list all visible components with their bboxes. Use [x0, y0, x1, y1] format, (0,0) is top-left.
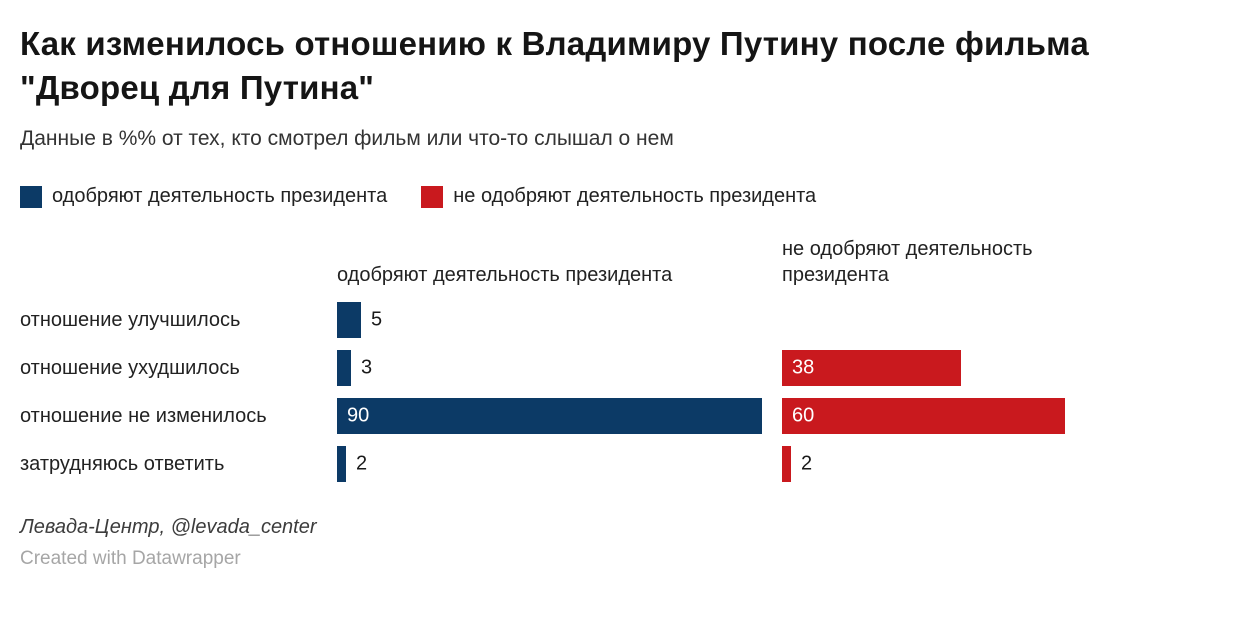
bar-chart: одобряют деятельность президента не одоб… — [20, 236, 1216, 483]
bar-value: 2 — [356, 452, 368, 475]
bar — [337, 446, 346, 483]
row-label: отношение улучшилось — [20, 308, 241, 331]
bar-cell: 2 — [782, 446, 1216, 483]
chart-subtitle: Данные в %% от тех, кто смотрел фильм ил… — [20, 127, 674, 151]
column-header-approve: одобряют деятельность президента — [337, 264, 673, 287]
datawrapper-credit: Created with Datawrapper — [20, 548, 241, 570]
legend-item-disapprove: не одобряют деятельность президента — [421, 185, 816, 208]
legend-swatch-approve-icon — [20, 185, 42, 208]
bar-value: 3 — [361, 356, 373, 379]
chart-rows: отношение улучшилось 5 отношение ухудшилос… — [20, 302, 1216, 483]
chart-row: отношение улучшилось 5 — [20, 302, 1216, 339]
bar-cell — [782, 302, 1216, 338]
chart-row: отношение ухудшилось 3 38 — [20, 350, 1216, 387]
bar-cell: 60 — [782, 398, 1216, 435]
legend-label-approve: одобряют деятельность президента — [52, 185, 388, 208]
bar-cell: 2 — [337, 446, 782, 483]
legend-label-disapprove: не одобряют деятельность президента — [453, 185, 817, 208]
chart-title: Как изменилось отношению к Владимиру Пут… — [20, 25, 1089, 106]
legend-item-approve: одобряют деятельность президента — [20, 185, 387, 208]
column-headers: одобряют деятельность президента не одоб… — [20, 236, 1216, 288]
bar — [782, 446, 791, 483]
source-attribution: Левада-Центр, @levada_center — [20, 516, 317, 539]
legend: одобряют деятельность президента не одоб… — [20, 185, 1216, 208]
bar — [782, 398, 1065, 435]
bar — [337, 302, 361, 339]
bar — [782, 350, 961, 387]
chart-footer: Левада-Центр, @levada_center Created wit… — [20, 516, 1216, 570]
row-label: затрудняюсь ответить — [20, 452, 225, 475]
bar-value: 5 — [371, 308, 383, 331]
chart-row: отношение не изменилось 90 60 — [20, 398, 1216, 435]
chart-container: Как изменилось отношению к Владимиру Пут… — [20, 25, 1216, 570]
row-label: отношение ухудшилось — [20, 356, 240, 379]
chart-row: затрудняюсь ответить 2 2 — [20, 446, 1216, 483]
bar-cell: 5 — [337, 302, 782, 339]
bar-cell: 90 — [337, 398, 782, 435]
legend-swatch-disapprove-icon — [421, 185, 444, 208]
bar-value: 2 — [801, 452, 813, 475]
bar-cell: 3 — [337, 350, 782, 387]
row-label: отношение не изменилось — [20, 404, 267, 427]
bar-cell: 38 — [782, 350, 1216, 387]
bar — [337, 398, 762, 435]
bar-value: 38 — [792, 356, 815, 379]
bar-value: 90 — [347, 404, 370, 427]
bar-value: 60 — [792, 404, 815, 427]
column-header-disapprove: не одобряют деятельность президента — [782, 238, 1033, 287]
bar — [337, 350, 351, 387]
